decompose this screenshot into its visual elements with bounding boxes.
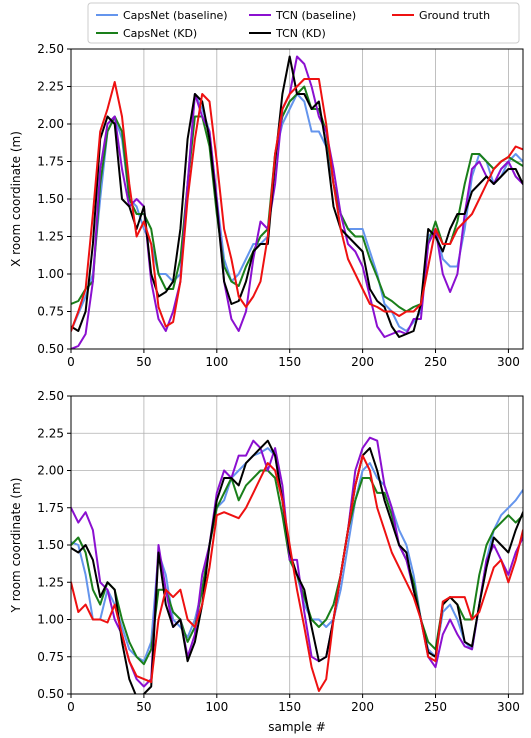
- x-tick-label: 100: [205, 700, 228, 714]
- grid: [70, 395, 523, 695]
- legend-label: Ground truth: [419, 9, 490, 22]
- plot-frame: [70, 395, 524, 695]
- legend-label: TCN (baseline): [275, 9, 356, 22]
- legend-label: CapsNet (KD): [123, 27, 197, 40]
- series-line-ground-truth: [71, 78, 523, 332]
- y-tick-label: 2.50: [37, 42, 64, 56]
- series-line-ground-truth: [71, 454, 523, 692]
- y-tick-label: 1.00: [37, 267, 64, 281]
- y-tick-label: 1.75: [37, 155, 64, 169]
- y-axis-label: Y room coordinate (m): [9, 478, 23, 614]
- x-tick-label: 250: [424, 355, 447, 369]
- legend: CapsNet (baseline) TCN (baseline) Ground t…: [87, 2, 520, 44]
- x-tick-label: 50: [136, 700, 151, 714]
- y-tick-label: 0.75: [37, 650, 64, 664]
- plot-frame: [70, 48, 524, 350]
- x-tick-label: 150: [278, 355, 301, 369]
- x-tick-label: 200: [351, 355, 374, 369]
- y-tick-label: 0.75: [37, 305, 64, 319]
- y-tick-label: 1.25: [37, 230, 64, 244]
- series-line-tcn-kd: [71, 55, 523, 338]
- x-tick-label: 0: [67, 700, 75, 714]
- y-tick-label: 2.25: [37, 80, 64, 94]
- y-tick-label: 2.00: [37, 464, 64, 478]
- y-tick-label: 1.50: [37, 192, 64, 206]
- grid: [70, 48, 523, 350]
- y-tick-label: 2.50: [37, 389, 64, 403]
- legend-box: [87, 2, 520, 44]
- series-line-capsnet-kd: [71, 469, 523, 666]
- y-tick-label: 1.75: [37, 501, 64, 515]
- x-axis-label: sample #: [268, 720, 326, 734]
- x-tick-label: 50: [136, 355, 151, 369]
- x-tick-label: 250: [424, 700, 447, 714]
- legend-label: TCN (KD): [275, 27, 326, 40]
- y-axis-label: X room coordinate (m): [9, 131, 23, 267]
- y-tick-label: 1.25: [37, 575, 64, 589]
- series-line-tcn-baseline: [71, 436, 523, 688]
- chart-panel-y: 0 50 100 150 200 250 300 0.50 0.75 1.00 1.25 1.50 1.…: [9, 389, 524, 734]
- y-tick-label: 1.50: [37, 538, 64, 552]
- x-tick-label: 300: [497, 700, 520, 714]
- series-line-tcn-baseline: [71, 55, 523, 349]
- x-tick-label: 100: [205, 355, 228, 369]
- legend-label: CapsNet (baseline): [123, 9, 228, 22]
- y-tick-label: 0.50: [37, 342, 64, 356]
- chart-panel-x: 0 50 100 150 200 250 300 0.50 0.75 1.00 1.25 1.50 1.…: [9, 42, 524, 369]
- x-tick-label: 150: [278, 700, 301, 714]
- y-tick-label: 2.00: [37, 117, 64, 131]
- x-tick-label: 300: [497, 355, 520, 369]
- y-tick-label: 1.00: [37, 613, 64, 627]
- series-line-capsnet-baseline: [71, 93, 523, 332]
- x-tick-label: 0: [67, 355, 75, 369]
- x-tick-label: 200: [351, 700, 374, 714]
- y-tick-label: 0.50: [37, 687, 64, 701]
- y-tick-label: 2.25: [37, 426, 64, 440]
